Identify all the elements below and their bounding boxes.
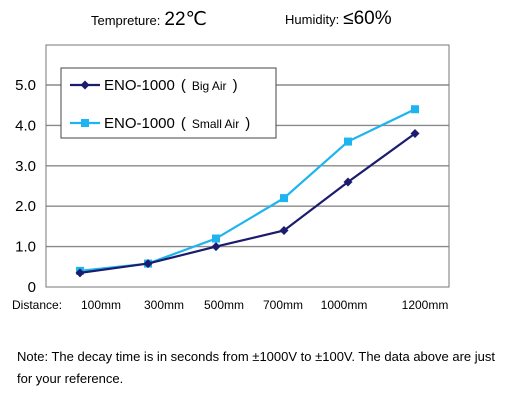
data-point xyxy=(211,242,221,252)
legend-swatch-marker xyxy=(80,80,90,90)
x-tick-label: 500mm xyxy=(204,298,244,312)
series-line xyxy=(79,132,416,274)
data-point xyxy=(343,177,353,187)
legend-box xyxy=(60,67,277,139)
y-tick-label: 4.0 xyxy=(15,117,36,134)
legend-paren-open: ( xyxy=(181,77,186,94)
x-axis-ticks: Distance: 100mm 300mm 500mm 700mm 1000mm 1200… xyxy=(12,298,448,312)
x-tick-label: 700mm xyxy=(263,298,303,312)
plot-area-frame xyxy=(45,44,450,288)
data-point xyxy=(344,137,352,146)
data-point xyxy=(280,194,288,203)
legend-series-name: ENO-1000 xyxy=(104,115,175,132)
x-axis-prefix: Distance: xyxy=(12,298,62,312)
note-text: Note: The decay time is in seconds from … xyxy=(17,349,495,386)
legend-swatch-marker xyxy=(81,119,89,127)
humidity-value: ≤60% xyxy=(343,8,392,29)
legend: ENO-1000 ( Big Air) ENO-1000 ( Small Air) xyxy=(60,67,277,139)
series xyxy=(75,105,420,278)
humidity-header: Humidity: ≤60% xyxy=(285,8,392,30)
y-tick-label: 0 xyxy=(28,279,36,296)
legend-entry: ENO-1000 ( Small Air) xyxy=(104,115,250,132)
legend-paren-close: ) xyxy=(245,115,250,132)
legend-series-name: ENO-1000 xyxy=(104,77,175,94)
legend-entry: ENO-1000 ( Big Air) xyxy=(104,77,238,94)
legend-paren-open: ( xyxy=(181,115,186,132)
y-tick-label: 2.0 xyxy=(15,198,36,215)
data-point xyxy=(75,268,85,278)
data-point xyxy=(410,128,420,138)
y-tick-label: 3.0 xyxy=(15,158,36,175)
data-point xyxy=(411,105,419,114)
y-tick-label: 1.0 xyxy=(15,239,36,256)
temperature-value: 22℃ xyxy=(164,9,207,30)
x-tick-label: 1000mm xyxy=(321,298,368,312)
legend-series-qualifier: Small Air xyxy=(192,117,239,131)
humidity-label: Humidity: xyxy=(285,12,340,27)
data-point xyxy=(212,234,220,243)
data-point xyxy=(279,225,289,235)
y-axis-ticks: 0 1.0 2.0 3.0 4.0 5.0 xyxy=(15,77,36,296)
legend-paren-close: ) xyxy=(233,77,238,94)
data-point xyxy=(143,259,153,269)
y-tick-label: 5.0 xyxy=(15,77,36,94)
decay-time-chart: 0 1.0 2.0 3.0 4.0 5.0 Distance: 100mm 300mm 500… xyxy=(12,44,450,312)
x-tick-label: 300mm xyxy=(144,298,184,312)
temperature-header: Tempreture: 22℃ xyxy=(91,8,207,31)
x-tick-label: 1200mm xyxy=(402,298,449,312)
temperature-label: Tempreture: xyxy=(91,13,161,28)
legend-series-qualifier: Big Air xyxy=(192,79,227,93)
x-tick-label: 100mm xyxy=(81,298,121,312)
